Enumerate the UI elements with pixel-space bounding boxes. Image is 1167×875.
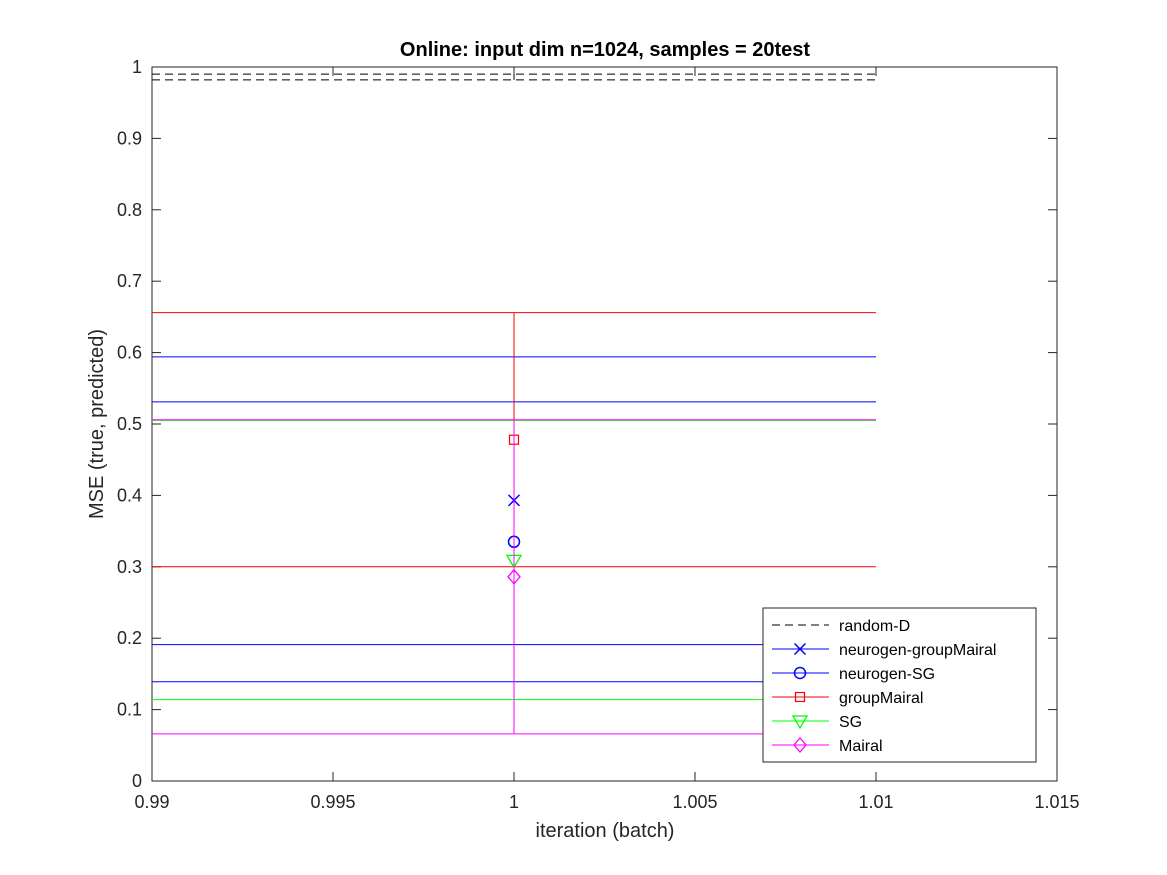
legend-entry: SG: [772, 714, 862, 731]
series-mairal: [152, 419, 876, 735]
legend-label: Mairal: [839, 738, 883, 755]
x-tick-label: 0.995: [310, 792, 355, 812]
y-tick-label: 0.7: [117, 271, 142, 291]
chart-title: Online: input dim n=1024, samples = 20te…: [400, 39, 810, 61]
legend-entry: Mairal: [772, 737, 883, 755]
y-tick-label: 0.1: [117, 700, 142, 720]
series-random-d: [152, 73, 876, 81]
legend-label: SG: [839, 714, 862, 731]
legend-label: neurogen-groupMairal: [839, 642, 996, 659]
y-tick-label: 0.9: [117, 128, 142, 148]
y-axis-label: MSE (true, predicted): [86, 329, 108, 519]
legend-marker: [791, 715, 809, 730]
legend-marker: [793, 666, 807, 680]
x-tick-label: 1: [509, 792, 519, 812]
legend-marker: [793, 642, 807, 656]
legend-marker: [793, 737, 807, 753]
marker-stroke: [793, 642, 807, 656]
legend: random-D neurogen-groupMairal neurogen-SG g…: [762, 607, 1037, 763]
legend-label: random-D: [839, 618, 910, 635]
y-tick-label: 1: [132, 57, 142, 77]
y-tick-label: 0.4: [117, 485, 142, 505]
legend-label: groupMairal: [839, 690, 923, 707]
x-tick-label: 1.005: [672, 792, 717, 812]
x-tick-label: 0.99: [134, 792, 169, 812]
x-tick-label: 1.015: [1034, 792, 1079, 812]
legend-marker: [794, 691, 806, 703]
x-tick-label: 1.01: [858, 792, 893, 812]
legend-entry: random-D: [772, 618, 910, 635]
x-axis-label: iteration (batch): [536, 820, 675, 842]
legend-entry: groupMairal: [772, 690, 923, 707]
data-point: [507, 568, 521, 585]
legend-entry: neurogen-SG: [772, 666, 935, 683]
y-tick-label: 0.3: [117, 557, 142, 577]
legend-entry: neurogen-groupMairal: [772, 642, 996, 659]
y-tick-label: 0.8: [117, 200, 142, 220]
legend-box: [762, 607, 1037, 763]
legend-label: neurogen-SG: [839, 666, 935, 683]
y-tick-label: 0.2: [117, 628, 142, 648]
y-tick-label: 0: [132, 771, 142, 791]
y-tick-label: 0.5: [117, 414, 142, 434]
y-tick-label: 0.6: [117, 343, 142, 363]
